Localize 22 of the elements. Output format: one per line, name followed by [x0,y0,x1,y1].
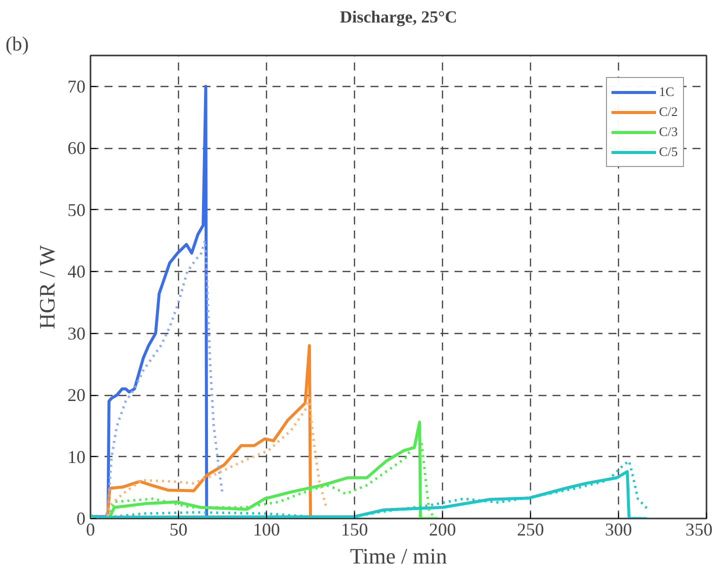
legend-label: C/5 [659,144,679,160]
y-tick-label: 50 [68,200,86,220]
y-axis-title: HGR / W [34,245,60,330]
y-tick-label: 10 [68,446,86,467]
x-tick-label: 100 [253,520,280,540]
x-tick-label: 150 [341,520,368,540]
x-axis-title: Time / min [350,544,448,568]
chart-title: Discharge, 25°C [340,8,458,26]
x-tick-label: 250 [517,520,544,540]
legend-label: C/3 [659,124,679,140]
y-tick-label: 20 [68,385,86,406]
legend-label: C/2 [659,104,679,120]
y-tick-label: 60 [68,138,86,158]
legend-label: 1C [659,84,676,100]
x-tick-label: 350 [686,520,712,540]
x-tick-label: 50 [170,520,188,540]
text: (b) [6,34,29,56]
x-tick-label: 200 [429,520,456,540]
y-tick-label: 70 [68,76,86,96]
x-tick-label: 300 [605,520,632,540]
y-tick-label: 40 [68,262,86,282]
y-tick-label: 30 [68,323,86,344]
